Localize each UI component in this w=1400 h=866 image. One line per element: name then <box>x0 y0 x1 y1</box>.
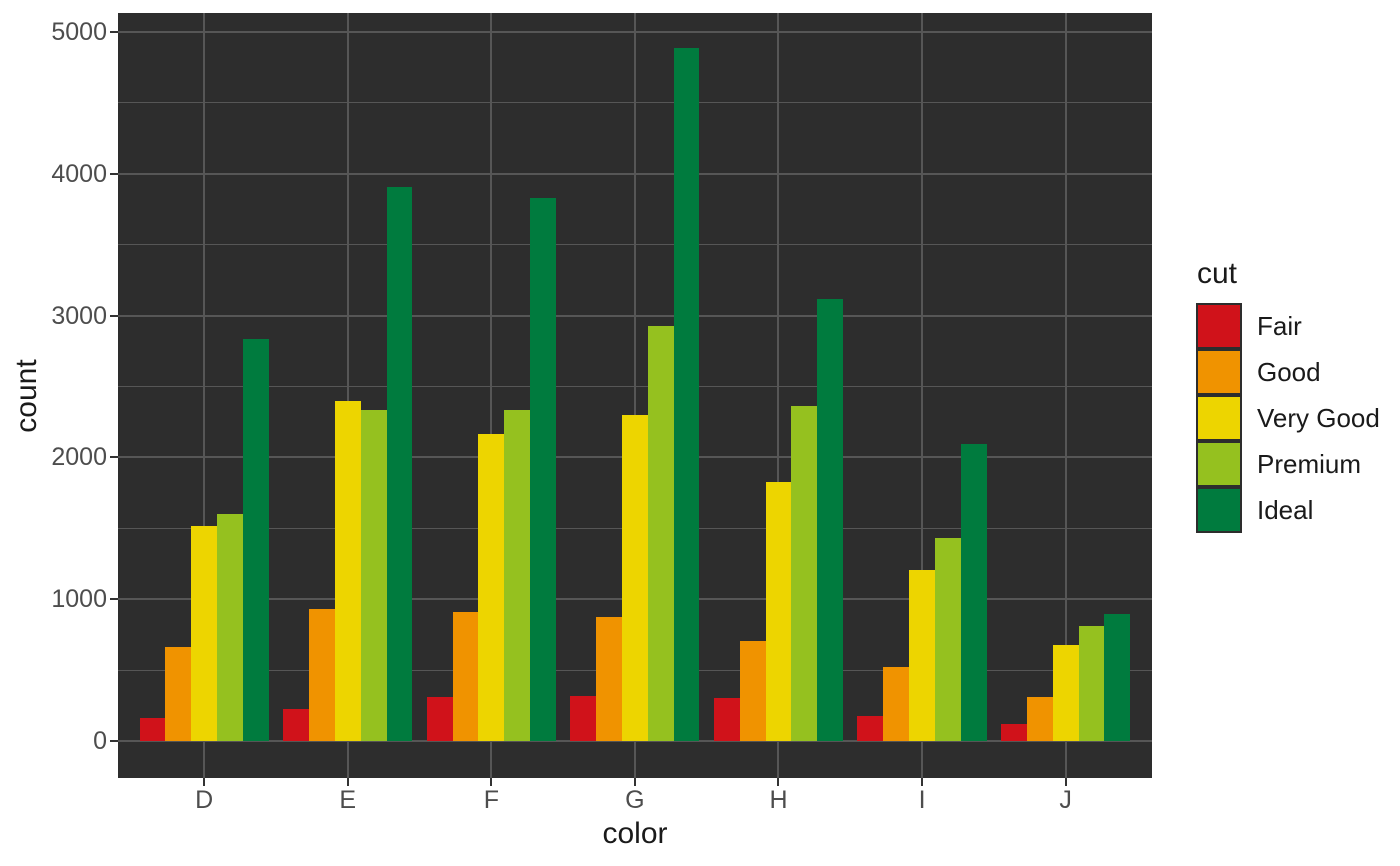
bar-fair-F <box>426 696 453 741</box>
bar-good-E <box>309 608 335 741</box>
bar-fair-E <box>283 709 309 741</box>
bar-very-good-G <box>621 414 648 741</box>
legend-label: Fair <box>1257 310 1302 341</box>
bar-fair-D <box>139 717 166 741</box>
bar-very-good-J <box>1052 644 1079 741</box>
legend-row: Premium <box>1196 441 1380 487</box>
y-tick-label: 2000 <box>51 443 107 472</box>
bar-premium-G <box>647 326 674 741</box>
bar-fair-I <box>857 716 884 741</box>
bar-ideal-H <box>817 299 844 741</box>
bar-very-good-E <box>334 400 361 741</box>
x-tick-label: D <box>195 786 214 814</box>
bar-premium-J <box>1078 626 1105 741</box>
bar-good-H <box>739 641 766 741</box>
bar-very-good-H <box>765 482 792 741</box>
y-tick-label: 5000 <box>51 17 107 46</box>
bar-ideal-D <box>242 339 269 741</box>
legend-key-good <box>1196 349 1242 395</box>
y-tick <box>110 456 118 459</box>
x-tick <box>490 778 493 786</box>
x-tick-label: F <box>483 786 499 814</box>
legend-key-very-good <box>1196 395 1242 441</box>
legend-label: Premium <box>1257 448 1362 479</box>
x-tick-label: G <box>625 786 645 814</box>
x-tick-label: E <box>339 786 357 814</box>
bar-ideal-F <box>530 198 556 741</box>
bar-good-G <box>596 617 622 741</box>
y-tick <box>110 598 118 601</box>
bar-premium-F <box>504 410 531 741</box>
x-major-gridline <box>1064 13 1067 778</box>
bar-very-good-D <box>191 526 218 741</box>
x-axis-title: color <box>602 817 668 850</box>
bar-premium-H <box>791 406 818 741</box>
y-tick-label: 4000 <box>51 159 107 188</box>
legend-title: cut <box>1197 257 1238 290</box>
x-major-gridline <box>346 13 349 778</box>
bar-good-F <box>452 612 479 741</box>
x-tick <box>1064 778 1067 786</box>
legend-label: Very Good <box>1257 402 1380 433</box>
legend-row: Fair <box>1196 303 1380 349</box>
x-tick <box>633 778 636 786</box>
bar-very-good-I <box>909 570 935 741</box>
y-axis-title: count <box>10 359 43 433</box>
x-tick <box>203 778 206 786</box>
legend: cut Fair Good Very Good Premium Ideal <box>1196 258 1380 533</box>
legend-row: Good <box>1196 349 1380 395</box>
y-tick <box>110 30 118 33</box>
x-tick <box>921 778 924 786</box>
bar-ideal-E <box>386 187 413 741</box>
x-tick <box>777 778 780 786</box>
bar-good-D <box>165 647 192 741</box>
x-tick-label: H <box>769 786 788 814</box>
x-major-gridline <box>633 13 636 778</box>
bar-good-J <box>1026 697 1053 741</box>
legend-row: Ideal <box>1196 487 1380 533</box>
legend-label: Ideal <box>1257 494 1314 525</box>
bar-fair-J <box>1001 724 1027 741</box>
x-major-gridline <box>777 13 780 778</box>
bar-fair-H <box>713 698 740 741</box>
y-tick-label: 0 <box>93 727 107 755</box>
bar-good-I <box>883 666 910 741</box>
x-major-gridline <box>921 13 924 778</box>
x-tick-label: I <box>918 786 926 814</box>
x-major-gridline <box>203 13 206 778</box>
legend-key-premium <box>1196 441 1242 487</box>
bar-premium-I <box>934 538 961 741</box>
legend-key-fair <box>1196 303 1242 349</box>
x-tick-label: J <box>1059 786 1072 814</box>
bar-ideal-I <box>960 444 987 741</box>
y-tick <box>110 740 118 742</box>
bar-ideal-J <box>1104 613 1131 741</box>
y-tick-label: 3000 <box>51 301 107 330</box>
bar-ideal-G <box>673 48 700 741</box>
legend-label: Good <box>1257 356 1321 387</box>
legend-key-ideal <box>1196 487 1242 533</box>
plot-panel <box>118 13 1152 778</box>
legend-keys: Fair Good Very Good Premium Ideal <box>1196 303 1380 533</box>
bar-premium-E <box>360 409 387 741</box>
x-major-gridline <box>490 13 493 778</box>
y-tick <box>110 314 118 317</box>
bar-very-good-F <box>478 434 505 741</box>
x-tick <box>346 778 349 786</box>
bar-premium-D <box>217 513 243 741</box>
bar-fair-G <box>570 696 597 741</box>
y-tick-label: 1000 <box>51 585 107 614</box>
legend-row: Very Good <box>1196 395 1380 441</box>
y-tick <box>110 172 118 175</box>
